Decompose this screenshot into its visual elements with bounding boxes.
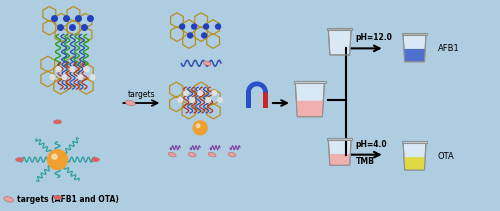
Text: AFB1: AFB1: [438, 44, 459, 53]
Polygon shape: [296, 101, 324, 117]
Circle shape: [196, 124, 200, 127]
Text: pH=12.0: pH=12.0: [356, 33, 393, 42]
Polygon shape: [403, 35, 426, 62]
Ellipse shape: [203, 61, 211, 65]
Text: targets: targets: [128, 90, 155, 99]
Circle shape: [76, 16, 82, 21]
Circle shape: [70, 25, 75, 30]
Circle shape: [216, 24, 220, 29]
Ellipse shape: [168, 153, 176, 157]
Circle shape: [188, 33, 192, 38]
Bar: [328, 138, 352, 140]
Ellipse shape: [16, 158, 24, 162]
Circle shape: [180, 24, 184, 29]
Circle shape: [178, 98, 182, 102]
Polygon shape: [403, 143, 426, 170]
Ellipse shape: [54, 195, 62, 199]
Text: pH=4.0: pH=4.0: [356, 140, 388, 149]
Polygon shape: [328, 30, 351, 55]
Circle shape: [204, 24, 208, 29]
Text: TMB: TMB: [356, 157, 374, 166]
Circle shape: [218, 98, 222, 102]
Circle shape: [212, 91, 216, 95]
Circle shape: [184, 91, 188, 95]
Polygon shape: [329, 154, 350, 165]
Circle shape: [190, 98, 194, 102]
Circle shape: [62, 75, 67, 80]
Ellipse shape: [126, 100, 135, 106]
Circle shape: [52, 16, 58, 21]
Circle shape: [50, 75, 55, 80]
Circle shape: [206, 98, 210, 102]
Bar: [263, 92, 268, 108]
Bar: [328, 28, 352, 30]
Circle shape: [84, 67, 89, 72]
Circle shape: [192, 24, 196, 29]
Bar: [402, 141, 427, 143]
Circle shape: [82, 25, 87, 30]
Text: OTA: OTA: [438, 152, 454, 161]
Polygon shape: [296, 83, 324, 117]
Circle shape: [58, 25, 64, 30]
Circle shape: [88, 16, 93, 21]
Bar: [246, 92, 251, 108]
Ellipse shape: [228, 153, 236, 157]
Circle shape: [56, 67, 61, 72]
Circle shape: [52, 154, 57, 159]
Polygon shape: [328, 140, 351, 165]
Polygon shape: [404, 157, 425, 170]
Polygon shape: [404, 49, 425, 62]
Circle shape: [202, 33, 206, 38]
Circle shape: [64, 16, 70, 21]
Ellipse shape: [4, 197, 14, 202]
Circle shape: [48, 150, 68, 170]
Bar: [402, 33, 427, 35]
Circle shape: [70, 67, 75, 72]
Ellipse shape: [54, 120, 62, 124]
Ellipse shape: [188, 153, 196, 157]
Circle shape: [90, 75, 95, 80]
Text: targets (AFB1 and OTA): targets (AFB1 and OTA): [16, 195, 118, 204]
Circle shape: [193, 121, 207, 135]
Bar: [294, 81, 326, 83]
Ellipse shape: [92, 158, 100, 162]
Circle shape: [78, 75, 83, 80]
Ellipse shape: [208, 153, 216, 157]
Polygon shape: [246, 81, 268, 92]
Circle shape: [198, 91, 202, 95]
